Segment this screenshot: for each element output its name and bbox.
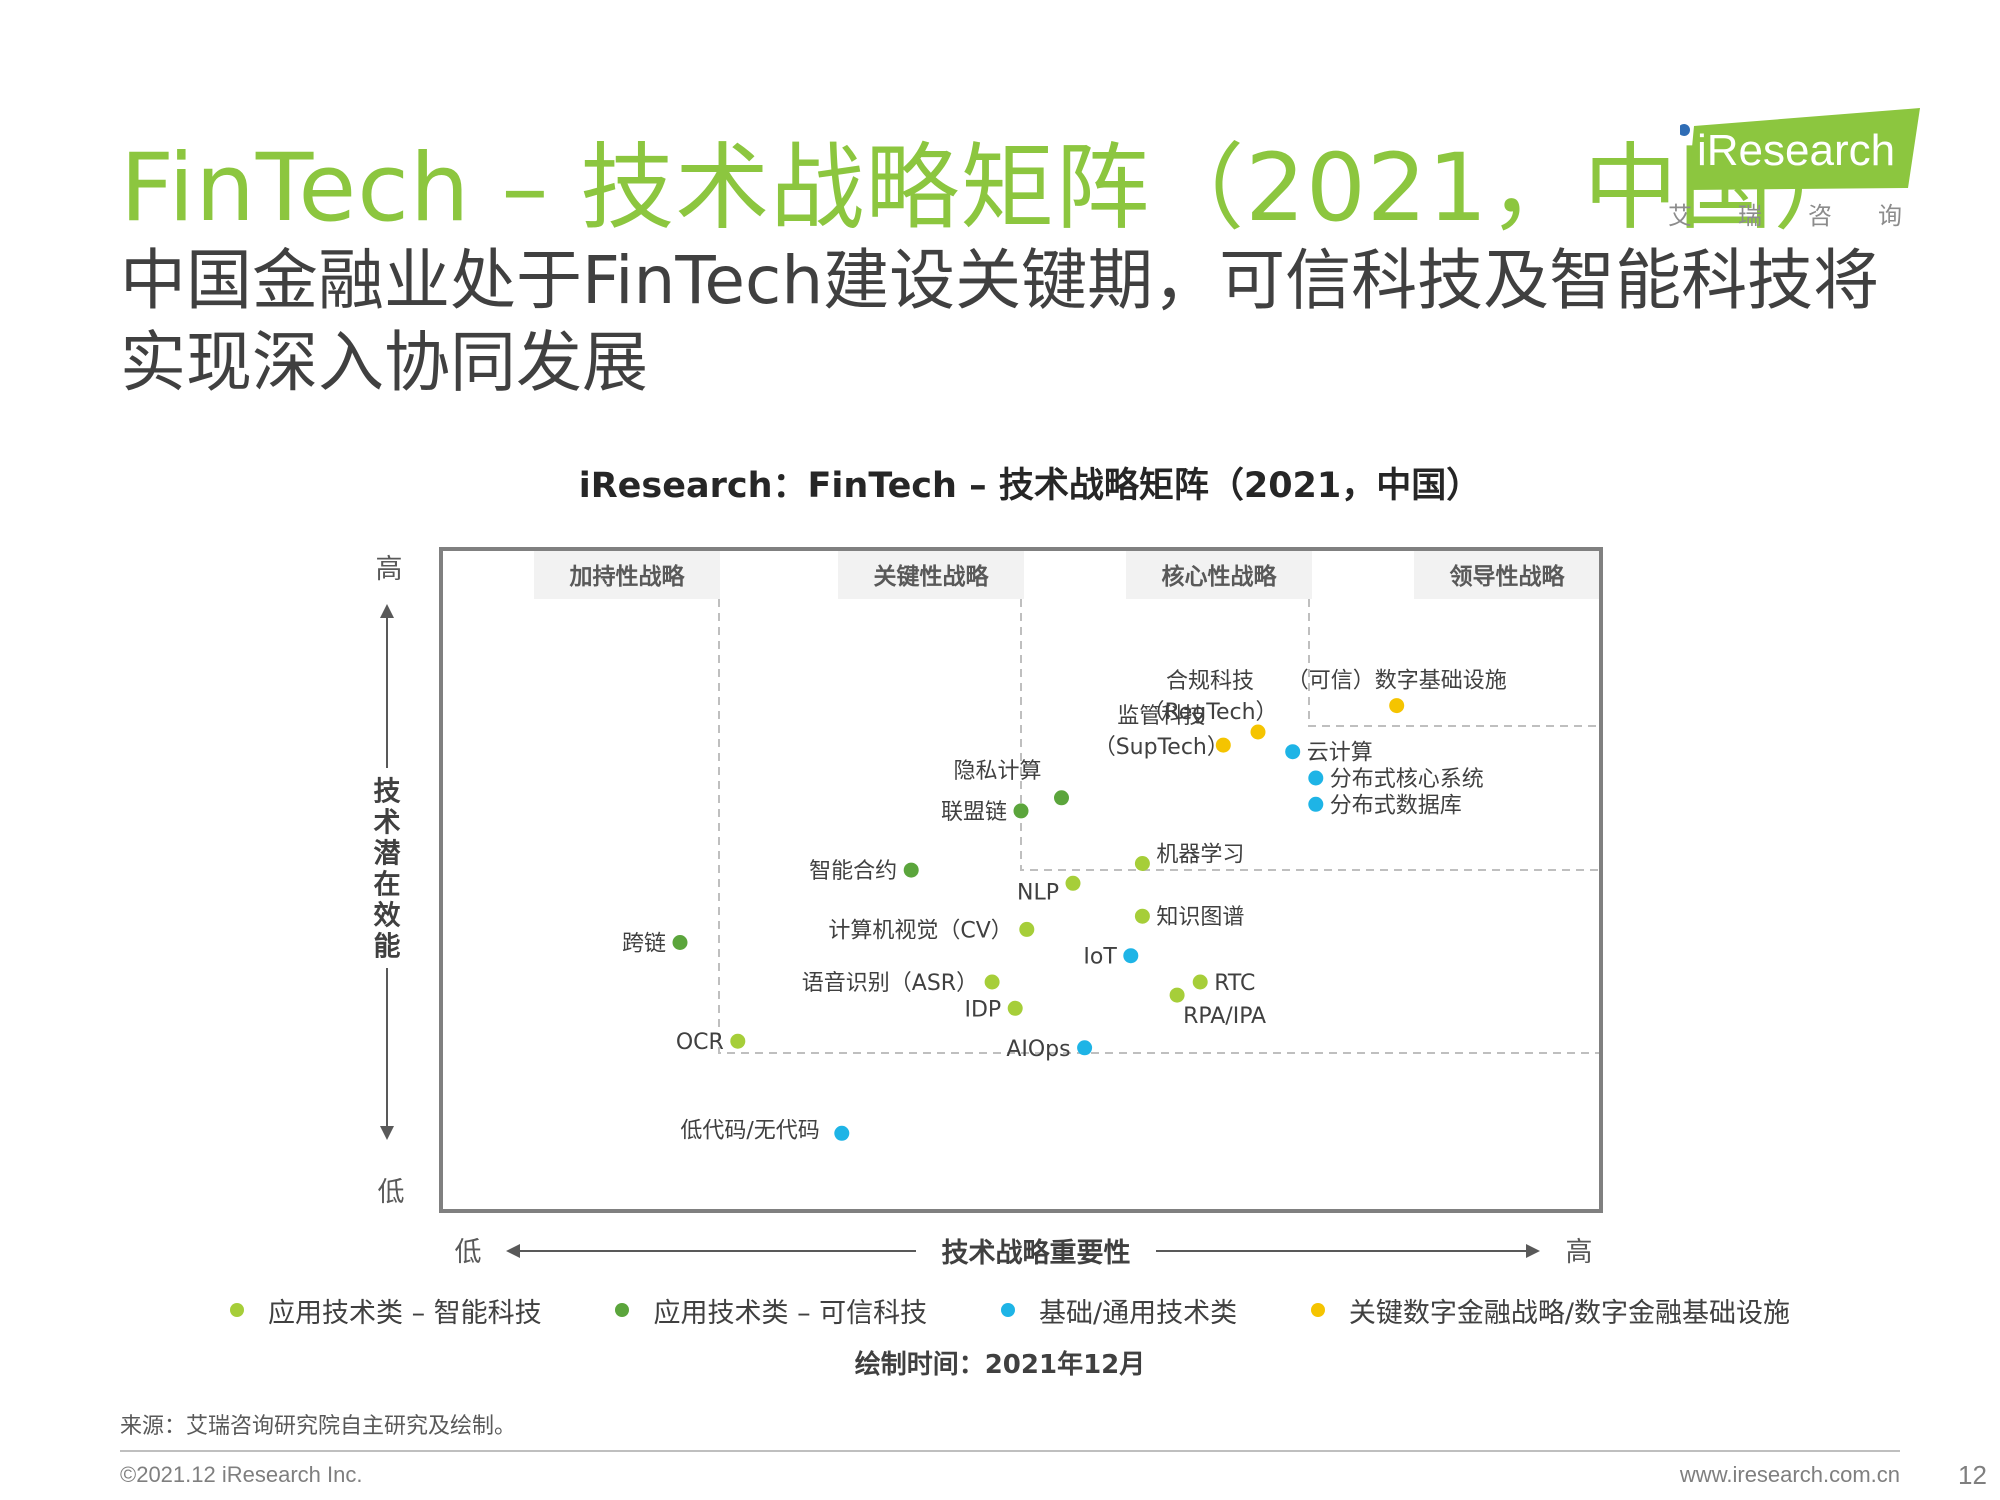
point-label: NLP <box>1017 880 1059 905</box>
legend-dot-icon <box>230 1303 244 1317</box>
x-axis-title: 技术战略重要性 <box>942 1237 1131 1269</box>
point-label: 合规科技（RegTech） <box>1142 669 1277 725</box>
point-label: AIOps <box>1006 1037 1070 1062</box>
zone-boundary-3 <box>1308 599 1600 727</box>
y-axis-title: 技术潜在效能 <box>374 777 401 963</box>
zone-header-bg-4 <box>1414 551 1600 599</box>
zone-header-bg-3 <box>1126 551 1312 599</box>
point-label: IDP <box>964 997 1001 1022</box>
point-label: 分布式数据库 <box>1330 793 1462 818</box>
data-point <box>1389 698 1405 714</box>
point-label: （可信）数字基础设施 <box>1287 669 1507 694</box>
x-axis: 低 高 技术战略重要性 <box>455 1237 1593 1269</box>
x-axis-high-label: 高 <box>1566 1237 1593 1268</box>
logo-text: iResearch <box>1697 126 1896 175</box>
footer-divider <box>120 1450 1900 1452</box>
data-point <box>1134 856 1150 871</box>
legend-item-trusted: 应用技术类 – 可信科技 <box>615 1291 927 1330</box>
legend-dot-icon <box>1000 1303 1015 1317</box>
zone-label-2: 关键性战略 <box>874 563 990 590</box>
data-point <box>1192 974 1208 990</box>
y-axis-arrow-up <box>380 604 394 618</box>
y-axis-high-label: 高 <box>376 554 403 585</box>
point-label: 联盟链 <box>941 800 1007 825</box>
point-label: 机器学习 <box>1156 843 1244 868</box>
zone-boundary-1 <box>718 599 1600 1054</box>
data-point <box>984 974 1000 990</box>
data-point <box>1013 803 1029 819</box>
legend-item-key: 关键数字金融战略/数字金融基础设施 <box>1310 1291 1790 1330</box>
zone-header-bg-2 <box>838 551 1024 599</box>
legend-dot-icon <box>615 1303 630 1317</box>
data-point <box>1019 921 1035 937</box>
data-point <box>1123 948 1139 964</box>
data-point <box>1007 1000 1023 1016</box>
point-label: RTC <box>1214 971 1255 996</box>
legend-label: 应用技术类 – 可信科技 <box>653 1297 928 1329</box>
y-axis-low-label: 低 <box>378 1177 405 1208</box>
y-axis-arrow-down <box>380 1126 394 1140</box>
point-label: RPA/IPA <box>1183 1004 1266 1029</box>
iresearch-logo <box>1680 108 1920 190</box>
website-link: www.iresearch.com.cn <box>1679 1462 1900 1487</box>
y-axis: 高 低 技术潜在效能 <box>374 554 405 1208</box>
plot-frame <box>439 547 1603 1213</box>
zone-label-3: 核心性战略 <box>1162 563 1278 590</box>
zone-boundary-2 <box>1020 599 1600 871</box>
point-label: 知识图谱 <box>1156 905 1244 930</box>
data-point <box>1308 770 1324 786</box>
point-label: 计算机视觉（CV） <box>828 918 1012 943</box>
point-label: 云计算 <box>1307 741 1373 766</box>
data-point <box>834 1125 850 1141</box>
data-point <box>1077 1040 1093 1056</box>
zone-label-1: 加持性战略 <box>569 563 686 590</box>
zone-label-4: 领导性战略 <box>1450 563 1566 590</box>
x-axis-arrow-left <box>506 1244 520 1258</box>
legend-dot-icon <box>1310 1303 1325 1317</box>
zone-boundaries <box>718 599 1600 1054</box>
data-point <box>1134 908 1150 924</box>
data-point <box>1308 796 1324 812</box>
data-point <box>730 1033 746 1049</box>
point-label: 跨链 <box>622 932 666 957</box>
point-label: OCR <box>676 1030 724 1055</box>
legend-item-smart: 应用技术类 – 智能科技 <box>230 1291 542 1330</box>
strategy-matrix-chart: iResearch：FinTech – 技术战略矩阵（2021，中国） 加持性战… <box>374 466 1603 1269</box>
data-point <box>1054 790 1069 806</box>
x-axis-arrow-right <box>1526 1244 1540 1258</box>
legend-label: 关键数字金融战略/数字金融基础设施 <box>1348 1297 1790 1329</box>
legend-item-infra: 基础/通用技术类 <box>1000 1291 1238 1330</box>
logo-subtext: 艾瑞咨询 <box>1668 202 1948 230</box>
zone-header-bg-1 <box>534 551 720 599</box>
data-point <box>1285 744 1301 760</box>
point-label: 低代码/无代码 <box>680 1118 819 1143</box>
page-title: FinTech – 技术战略矩阵（2021，中国） <box>120 134 1869 243</box>
x-axis-low-label: 低 <box>455 1237 482 1268</box>
legend-label: 应用技术类 – 智能科技 <box>268 1297 542 1329</box>
data-point <box>1215 737 1231 753</box>
copyright: ©2021.12 iResearch Inc. <box>120 1462 363 1487</box>
point-label: 语音识别（ASR） <box>802 971 978 996</box>
data-point <box>1065 875 1081 891</box>
point-label: 监管科技（SupTech） <box>1094 704 1229 760</box>
point-label: 分布式核心系统 <box>1330 767 1484 792</box>
data-point <box>1169 987 1185 1003</box>
legend-label: 基础/通用技术类 <box>1038 1297 1238 1329</box>
zone-headers: 加持性战略 关键性战略 核心性战略 领导性战略 <box>534 551 1600 599</box>
point-label: 隐私计算 <box>953 759 1041 784</box>
chart-legend: 应用技术类 – 智能科技 应用技术类 – 可信科技 基础/通用技术类 关键数字金… <box>230 1290 1790 1330</box>
source-note: 来源：艾瑞咨询研究院自主研究及绘制。 <box>120 1414 517 1439</box>
data-point <box>1250 724 1266 740</box>
drawn-time: 绘制时间：2021年12月 <box>854 1350 1146 1380</box>
page-subtitle: 中国金融业处于FinTech建设关键期，可信科技及智能科技将实现深入协同发展 <box>120 242 1880 401</box>
page-number: 12 <box>1958 1460 1987 1490</box>
point-label: 智能合约 <box>809 859 897 884</box>
point-label: IoT <box>1083 945 1117 970</box>
data-point <box>903 862 919 878</box>
chart-title: iResearch：FinTech – 技术战略矩阵（2021，中国） <box>579 466 1482 506</box>
data-point <box>672 935 688 950</box>
